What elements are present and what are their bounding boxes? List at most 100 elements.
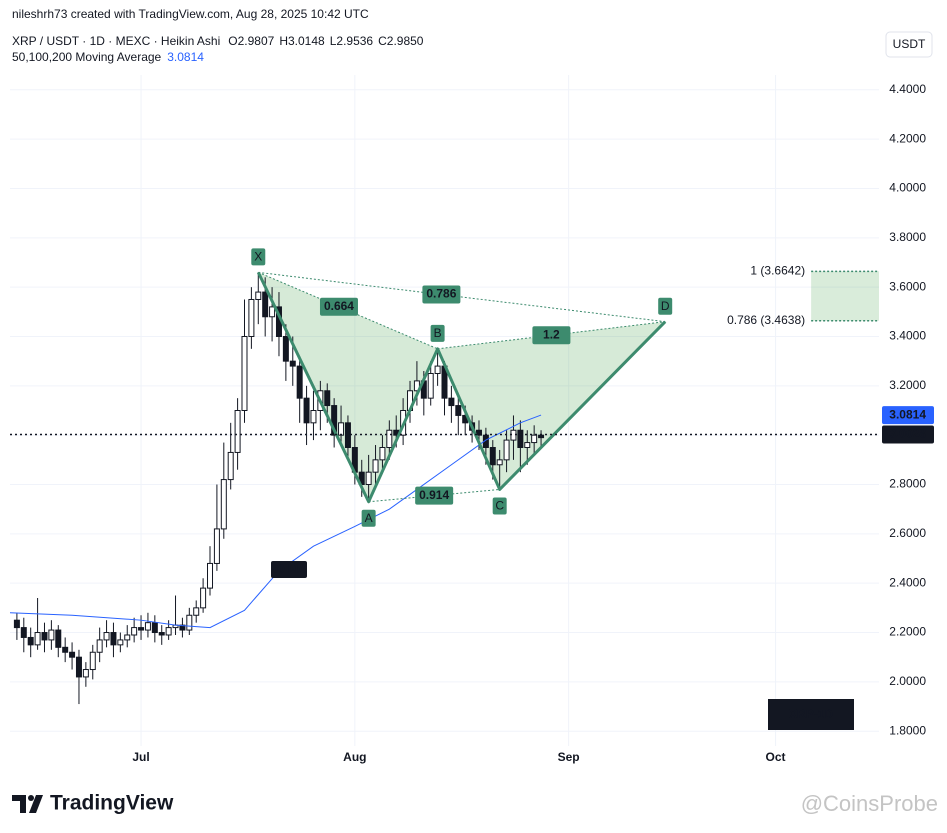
candle-body (262, 291, 269, 318)
candle-body (324, 390, 331, 407)
y-tick-label: 4.2000 (889, 131, 926, 145)
candle-body (131, 627, 138, 636)
ohlc-label: C (378, 34, 387, 48)
point-box (430, 324, 445, 342)
y-tick-label: 4.0000 (889, 181, 926, 195)
candle-body (193, 607, 200, 616)
pattern-fill (437, 321, 666, 490)
candle-body (75, 656, 82, 678)
point-label: X (254, 250, 262, 264)
y-tick-label: 3.6000 (889, 279, 926, 293)
point-label: A (365, 511, 373, 525)
attribution: nileshrh73 created with TradingView.com,… (12, 7, 369, 21)
candle-body (110, 632, 117, 646)
currency-box (885, 31, 933, 58)
candle-body (220, 479, 227, 530)
candle-body (117, 639, 124, 646)
y-tick-label: 2.6000 (889, 526, 926, 540)
candle-body (69, 651, 76, 658)
x-tick-label: Oct (766, 750, 786, 764)
candle-body (448, 397, 455, 407)
ohlc-value: 2.9807 (238, 34, 275, 48)
candle-body (531, 434, 538, 444)
x-tick-label: Sep (558, 750, 580, 764)
ma-price-badge (882, 406, 934, 425)
candle-body (234, 410, 241, 453)
target-label: 1 (3.6642) (750, 263, 805, 277)
candle-body (48, 629, 55, 641)
candle-body (82, 669, 89, 678)
candle-body (13, 619, 20, 629)
indicator-value: 3.0814 (167, 50, 204, 64)
pattern-dotted-line (258, 271, 666, 323)
candle-body (489, 447, 496, 466)
candle-body (144, 622, 151, 631)
candle-body (248, 298, 255, 337)
candle-body (55, 629, 62, 648)
ohlc-value: 3.0148 (288, 34, 325, 48)
candle-body (124, 634, 131, 641)
watermark: @CoinsProbe (801, 791, 938, 816)
candle-body (138, 627, 145, 631)
candle-body (379, 447, 386, 461)
candle-body (165, 627, 172, 636)
candle-body (89, 651, 96, 671)
ratio-label: 0.914 (419, 488, 449, 502)
point-box (361, 509, 376, 527)
candle-body (213, 528, 220, 564)
symbol-legend: XRP / USDT · 1D · MEXC · Heikin Ashi O2.9… (12, 34, 424, 48)
logo-shape (29, 795, 43, 813)
ratio-box (319, 297, 358, 316)
candle-body (303, 397, 310, 424)
candle-body (434, 365, 441, 374)
y-tick-label: 1.8000 (889, 723, 926, 737)
brand-logo (12, 795, 43, 813)
candle-body (289, 360, 296, 367)
candle-body (34, 632, 41, 646)
x-tick-label: Aug (343, 750, 366, 764)
ratio-box (532, 326, 571, 345)
point-label: C (495, 499, 504, 513)
candle-body (517, 429, 524, 449)
symbol-badge (768, 699, 854, 730)
ma-price-label: 3.0814 (889, 407, 926, 421)
candle-body (207, 562, 214, 589)
candle-body (427, 372, 434, 399)
target-zone (811, 271, 879, 321)
ma-tag: 50 MA (271, 562, 307, 576)
moving-average (9, 414, 542, 629)
ohlc-label: H (279, 34, 288, 48)
candle-body (538, 434, 545, 439)
symbol-badge-label: XRP-1D (789, 707, 833, 721)
candle-body (503, 439, 510, 461)
candle-body (151, 622, 158, 634)
y-tick-label: 3.2000 (889, 378, 926, 392)
candle-body (386, 429, 393, 449)
point-label: B (434, 326, 442, 340)
candle-body (62, 646, 69, 653)
candle-body (241, 335, 248, 411)
candle-body (269, 306, 276, 318)
last-price-badge (882, 425, 934, 444)
candle-body (338, 422, 345, 436)
candle-body (296, 365, 303, 399)
indicator-legend: 50,100,200 Moving Average 3.0814 (12, 50, 204, 64)
candle-body (158, 632, 165, 636)
candle-body (41, 632, 48, 641)
candle-body (455, 405, 462, 416)
ratio-label: 0.664 (324, 299, 354, 313)
point-box (492, 497, 507, 515)
ohlc-value: 2.9850 (387, 34, 424, 48)
ohlc-label: O (228, 34, 237, 48)
point-box (658, 297, 673, 315)
logo-dot (28, 795, 34, 801)
ratio-label: 0.786 (426, 287, 456, 301)
x-tick-label: Jul (132, 750, 149, 764)
y-tick-label: 3.8000 (889, 230, 926, 244)
ma-tag-box (271, 561, 307, 578)
last-price-label: 3.0028 (889, 427, 926, 441)
candle-body (255, 291, 262, 300)
currency: USDT (893, 37, 926, 51)
indicator-name: 50,100,200 Moving Average (12, 50, 162, 64)
